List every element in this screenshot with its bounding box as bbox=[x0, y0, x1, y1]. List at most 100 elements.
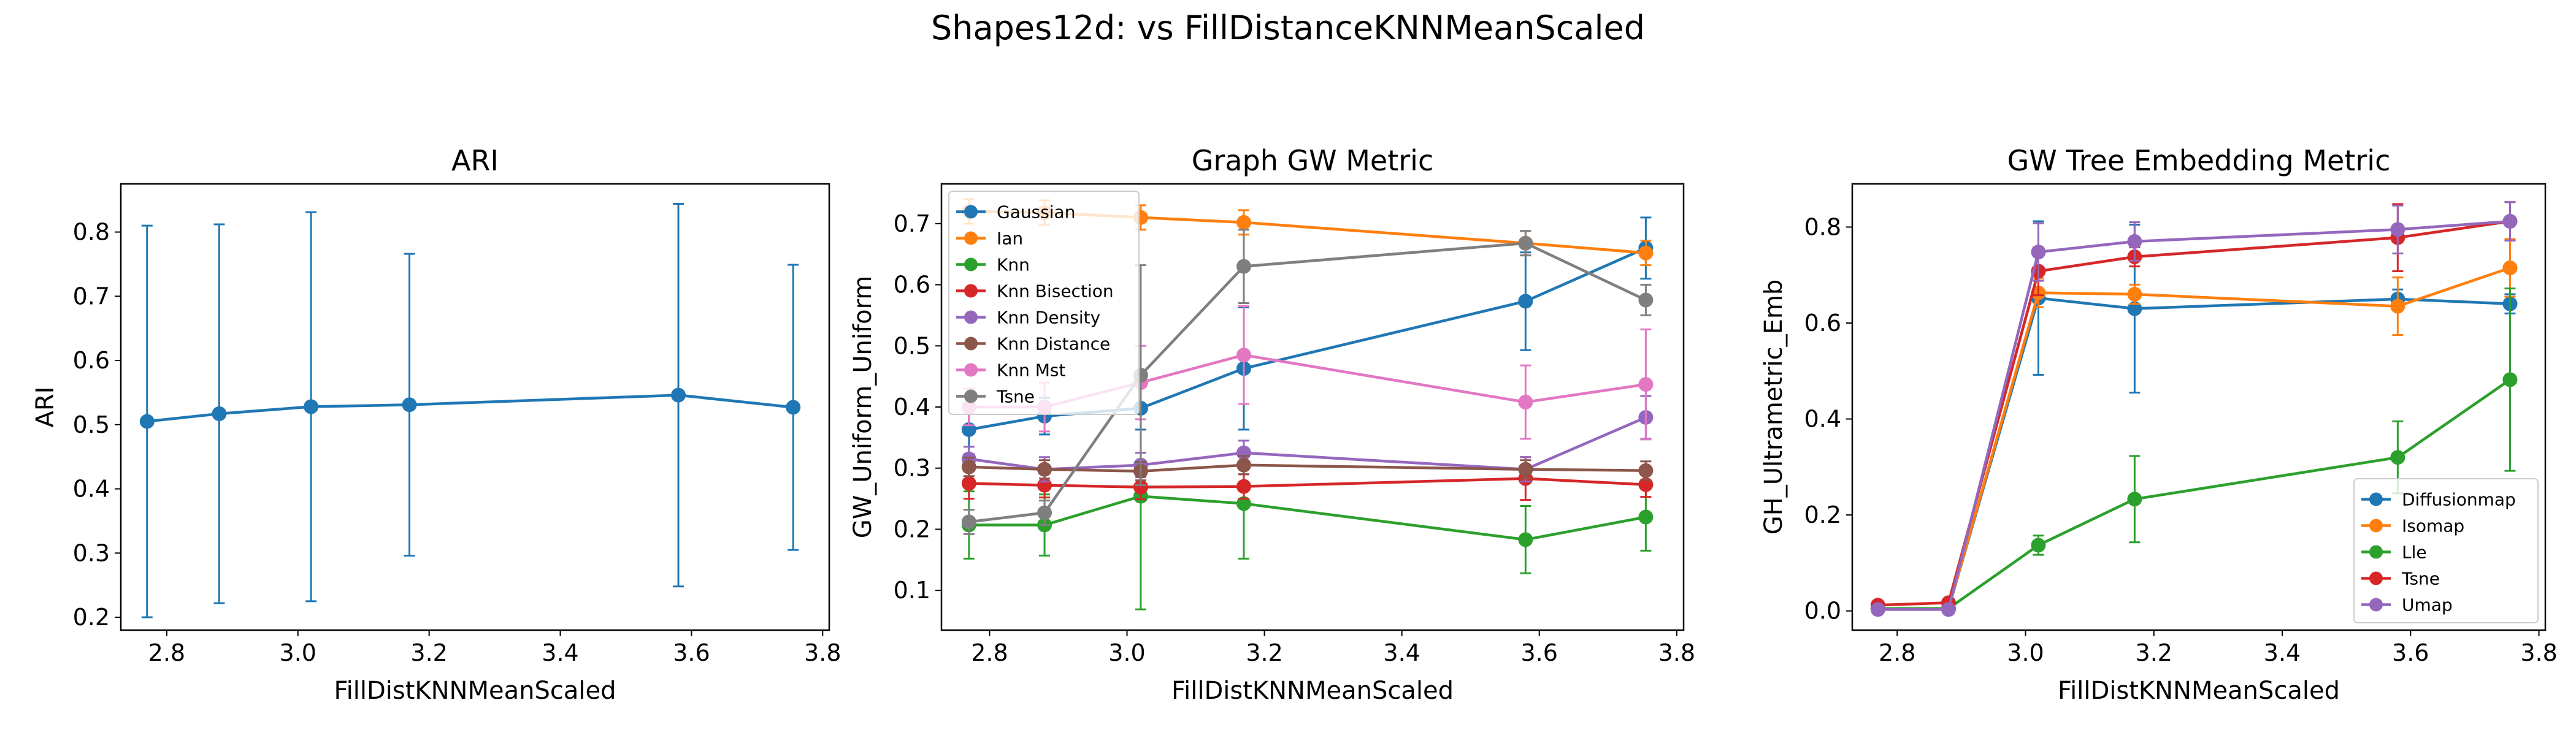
data-point bbox=[1236, 479, 1251, 494]
data-point bbox=[1638, 463, 1654, 478]
legend-swatch-marker bbox=[964, 337, 978, 351]
legend-swatch-marker bbox=[964, 205, 978, 219]
data-point bbox=[1518, 462, 1533, 477]
data-point bbox=[1638, 292, 1654, 308]
x-axis-label: FillDistKNNMeanScaled bbox=[334, 677, 616, 705]
data-point bbox=[402, 397, 417, 413]
x-tick-label: 3.2 bbox=[2136, 639, 2172, 666]
data-point bbox=[1236, 259, 1251, 274]
data-point bbox=[139, 414, 155, 429]
series-line bbox=[968, 246, 1647, 432]
series-tsne bbox=[961, 229, 1654, 535]
legend-label: Gaussian bbox=[997, 202, 1075, 223]
legend-swatch-marker bbox=[964, 310, 978, 324]
data-point bbox=[1037, 505, 1052, 520]
data-point bbox=[1236, 215, 1251, 230]
panel-2: Graph GW Metric 2.8 3.0 3.2 3.4 3.6 3.8 0.1 0.2 0… bbox=[849, 144, 1695, 705]
panel-title: Graph GW Metric bbox=[1192, 144, 1433, 177]
legend-swatch-marker bbox=[2369, 598, 2383, 612]
data-point bbox=[1870, 602, 1885, 617]
x-tick-label: 3.8 bbox=[1658, 639, 1695, 666]
legend: Diffusionmap Isomap Lle Tsne Umap bbox=[2353, 478, 2539, 623]
y-tick-label: 0.4 bbox=[894, 394, 930, 420]
data-point bbox=[304, 399, 319, 414]
y-tick-label: 0.3 bbox=[894, 455, 930, 482]
x-tick-label: 2.8 bbox=[148, 639, 185, 666]
y-tick-label: 0.8 bbox=[1804, 213, 1841, 240]
data-point bbox=[2502, 372, 2518, 387]
y-tick-label: 0.4 bbox=[1804, 406, 1841, 433]
legend-label: Umap bbox=[2402, 595, 2453, 615]
legend-label: Knn bbox=[997, 255, 1030, 275]
x-tick-label: 3.2 bbox=[410, 639, 447, 666]
data-point bbox=[671, 387, 686, 403]
figure-suptitle: Shapes12d: vs FillDistanceKNNMeanScaled bbox=[931, 9, 1645, 47]
x-tick-label: 2.8 bbox=[1879, 639, 1915, 666]
data-point bbox=[1236, 496, 1251, 511]
y-tick-label: 0.2 bbox=[894, 515, 930, 542]
y-tick-label: 0.0 bbox=[1804, 598, 1841, 625]
panel-title: GW Tree Embedding Metric bbox=[2007, 144, 2391, 177]
legend-label: Tsne bbox=[2401, 569, 2440, 589]
legend-label: Knn Distance bbox=[997, 334, 1110, 354]
data-point bbox=[2031, 538, 2046, 553]
data-point bbox=[1638, 245, 1654, 261]
legend-swatch-marker bbox=[2369, 492, 2383, 506]
data-point bbox=[1638, 509, 1654, 525]
data-point bbox=[1518, 532, 1533, 547]
y-tick-label: 0.5 bbox=[73, 411, 110, 438]
x-axis-label: FillDistKNNMeanScaled bbox=[1171, 677, 1454, 705]
data-point bbox=[2031, 245, 2046, 260]
y-tick-label: 0.7 bbox=[894, 210, 930, 237]
data-point bbox=[961, 459, 976, 474]
y-tick-label: 0.4 bbox=[73, 476, 110, 503]
legend-swatch-marker bbox=[964, 363, 978, 377]
legend-swatch-marker bbox=[964, 284, 978, 298]
legend-box bbox=[948, 191, 1140, 415]
legend: Gaussian Ian Knn Knn Bisection Knn Density Kn… bbox=[948, 191, 1140, 415]
y-tick-label: 0.3 bbox=[73, 539, 110, 566]
x-tick-label: 3.4 bbox=[1383, 639, 1420, 666]
x-tick-label: 3.8 bbox=[2520, 639, 2557, 666]
data-point bbox=[1236, 457, 1251, 473]
x-axis-label: FillDistKNNMeanScaled bbox=[2058, 677, 2340, 705]
data-point bbox=[1236, 348, 1251, 363]
data-point bbox=[961, 476, 976, 491]
series-knn bbox=[961, 382, 1654, 611]
data-point bbox=[1638, 477, 1654, 492]
x-tick-label: 3.8 bbox=[804, 639, 841, 666]
data-point bbox=[1941, 602, 1956, 617]
y-tick-label: 0.2 bbox=[73, 604, 110, 631]
y-tick-label: 0.6 bbox=[73, 347, 110, 374]
x-tick-label: 3.0 bbox=[2007, 639, 2044, 666]
x-tick-label: 3.4 bbox=[2264, 639, 2301, 666]
legend-box bbox=[2353, 478, 2539, 623]
legend-swatch-marker bbox=[2369, 571, 2383, 585]
data-point bbox=[1518, 235, 1533, 251]
x-tick-label: 3.6 bbox=[1521, 639, 1558, 666]
series-line bbox=[968, 477, 1646, 489]
legend-swatch-marker bbox=[964, 389, 978, 403]
y-axis-label: GW_Uniform_Uniform bbox=[849, 276, 877, 539]
legend-label: Tsne bbox=[996, 387, 1035, 407]
series-line bbox=[968, 495, 1646, 541]
panel-1: ARI 2.8 3.0 3.2 3.4 3.6 3.8 0.2 0.3 0.4 0.5 0.6 0.7 0… bbox=[31, 144, 841, 705]
series-line bbox=[968, 242, 1647, 523]
axes-frame bbox=[940, 183, 1685, 631]
data-point bbox=[212, 406, 227, 421]
y-tick-label: 0.8 bbox=[73, 219, 110, 246]
axes-frame bbox=[120, 183, 830, 631]
data-point bbox=[1518, 395, 1533, 410]
legend-label: Knn Density bbox=[997, 308, 1100, 328]
y-tick-label: 0.1 bbox=[894, 577, 930, 604]
x-tick-label: 3.2 bbox=[1246, 639, 1282, 666]
data-point bbox=[961, 514, 976, 530]
data-point bbox=[2390, 222, 2405, 237]
x-tick-label: 3.0 bbox=[1108, 639, 1145, 666]
series-line bbox=[968, 463, 1646, 473]
y-tick-label: 0.2 bbox=[1804, 501, 1841, 528]
series-knn-bisection bbox=[961, 456, 1654, 501]
legend-swatch-marker bbox=[2369, 519, 2383, 533]
